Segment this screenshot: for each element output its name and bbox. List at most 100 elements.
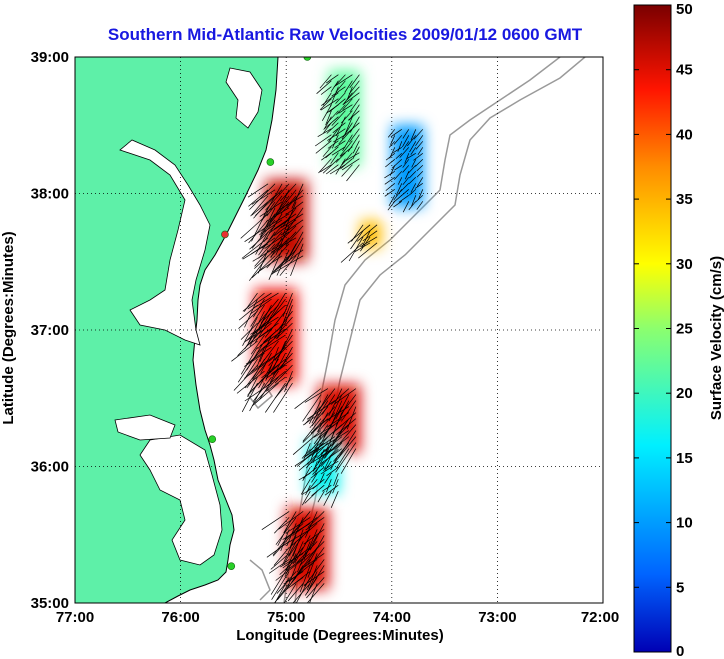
velocity-vector [250,334,265,355]
velocity-vector [305,454,318,469]
velocity-vector [252,358,265,380]
velocity-vector [330,455,339,471]
pamlico-sound [139,434,223,566]
velocity-vector [344,116,353,136]
velocity-vector [305,517,325,531]
velocity-vector [309,442,318,452]
velocity-vector [302,412,322,426]
velocity-vector [415,141,424,150]
velocity-vector [312,460,325,475]
velocity-vector [304,553,325,568]
velocity-vector [236,370,265,394]
velocity-vector [248,189,269,207]
velocity-vector [269,352,286,383]
velocity-vector [267,370,286,386]
velocity-vector [238,304,258,321]
velocity-vector [318,418,343,438]
velocity-vector [266,541,290,558]
velocity-vector [312,442,322,463]
velocity-vector [272,529,297,557]
velocity-vector [242,292,265,312]
velocity-vector [326,479,332,493]
delaware-bay [225,67,263,129]
velocity-vector [270,237,297,253]
velocity-vector [303,529,318,560]
velocity-vector [281,189,297,208]
velocity-vector [332,479,339,494]
velocity-vector [395,183,403,196]
velocity-vector [408,201,417,211]
velocity-vector [417,189,424,201]
bathymetry-contour-shelf-edge [283,57,561,603]
velocity-vector [294,535,311,564]
velocity-vector [240,322,258,340]
velocity-vector [248,340,272,363]
velocity-vector [397,141,403,152]
velocity-vector [271,358,293,375]
velocity-vector [311,484,325,497]
velocity-vector [385,153,396,161]
velocity-vector [319,98,332,110]
velocity-vector [324,473,332,484]
velocity-vector [332,122,346,134]
velocity-region [360,220,382,249]
velocity-vector [411,195,417,207]
velocity-vector [250,195,269,217]
velocity-vector [333,473,339,487]
velocity-vector [275,225,290,256]
velocity-vector [273,219,297,236]
velocity-vector [311,473,318,483]
velocity-vector [306,565,318,591]
velocity-vector [340,242,364,263]
velocity-vector [341,158,360,171]
velocity-vector [296,541,318,564]
velocity-vector [325,146,339,159]
velocity-vector [330,491,339,508]
velocity-vector [275,249,304,271]
velocity-vector [323,443,332,459]
velocity-vector [273,547,290,566]
velocity-vector [344,80,353,93]
velocity-vector [307,553,318,578]
velocity-vector [317,448,332,460]
velocity-vector [300,479,311,495]
velocity-vector [314,134,332,147]
velocity-vector [249,183,276,210]
velocity-vector [384,189,396,197]
velocity-vector [313,424,336,438]
velocity-vector [330,388,350,405]
velocity-vector [301,484,318,495]
x-tick-label: 73:00 [478,609,516,626]
velocity-vector [310,466,325,479]
velocity-vector [335,74,353,87]
velocity-vector [241,237,269,259]
velocity-vector [410,129,417,141]
velocity-vector [243,358,272,379]
velocity-vector [331,110,346,126]
velocity-vector [326,412,350,428]
velocity-vector [319,74,332,89]
velocity-vector [301,491,311,506]
colorbar-tick-label: 25 [676,321,693,338]
colorbar-tick-label: 45 [676,62,693,79]
velocity-vector [330,448,339,458]
velocity-vector [286,565,297,590]
velocity-vector [311,394,329,424]
velocity-vector [249,298,272,315]
velocity-vector [354,242,371,253]
velocity-vector [328,128,339,143]
velocity-vector [331,134,339,149]
velocity-vector [274,517,290,534]
velocity-vector [335,92,346,104]
velocity-vector [260,328,286,346]
velocity-vector [317,412,336,433]
velocity-vector [249,382,265,412]
velocity-vector [302,394,322,422]
velocity-vector [402,165,410,173]
velocity-vector [408,177,417,184]
velocity-vector [335,442,357,473]
velocity-vector [340,448,357,474]
bathymetry-contours [247,57,586,603]
velocity-vector [400,189,410,197]
velocity-vector [275,322,293,339]
